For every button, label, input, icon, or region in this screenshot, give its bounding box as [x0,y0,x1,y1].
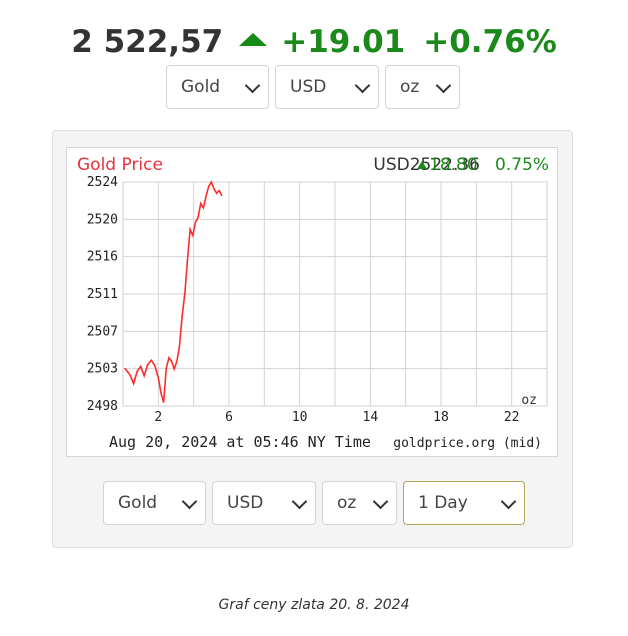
chart-quote-change-percent: 0.75% [495,155,549,175]
chevron-down-icon [354,77,371,94]
chart-currency-select[interactable]: USD [212,481,316,525]
x-tick-label: 18 [433,410,449,425]
chart-unit-label: oz [521,393,537,408]
metal-select-value: Gold [181,77,221,97]
metal-select[interactable]: Gold [166,65,269,109]
chart-quote-price: USD2522.36 [373,155,480,175]
y-tick-label: 2503 [87,362,118,377]
chevron-down-icon [435,77,452,94]
chart-source: goldprice.org (mid) [393,436,542,451]
chart-unit-select[interactable]: oz [322,481,397,525]
y-tick-label: 2524 [87,175,118,190]
chart-period-select-value: 1 Day [418,493,468,513]
chart-metal-select[interactable]: Gold [103,481,206,525]
y-tick-label: 2511 [87,287,118,302]
y-tick-label: 2516 [87,250,118,265]
currency-select[interactable]: USD [275,65,379,109]
chart-period-select[interactable]: 1 Day [403,481,525,525]
unit-select-value: oz [400,77,420,97]
chart-metal-select-value: Gold [118,493,158,513]
chart-up-arrow-icon [417,161,427,169]
up-arrow-icon [239,32,268,46]
y-tick-label: 2498 [87,399,118,414]
y-tick-label: 2520 [87,212,118,227]
x-tick-label: 14 [363,410,379,425]
price-change-percent: +0.76% [423,24,557,60]
x-tick-label: 22 [504,410,520,425]
chevron-down-icon [372,493,389,510]
x-tick-label: 6 [225,410,233,425]
unit-select[interactable]: oz [385,65,460,109]
chart-currency-select-value: USD [227,493,264,513]
price-change: +19.01 [281,24,406,60]
gold-price-chart: 2498 2503 2507 2511 2516 2520 2524 2 6 10 14 18 22 … [66,147,558,457]
chart-title: Gold Price [77,155,163,175]
y-tick-label: 2507 [87,324,118,339]
currency-select-value: USD [290,77,327,97]
chevron-down-icon [291,493,308,510]
chart-unit-select-value: oz [337,493,357,513]
price-headline: 2 522,57 +19.01 +0.76% [0,22,628,62]
price-line [124,180,223,403]
current-price: 2 522,57 [71,24,224,60]
chevron-down-icon [500,493,517,510]
chevron-down-icon [181,493,198,510]
figure-caption: Graf ceny zlata 20. 8. 2024 [218,597,410,613]
chevron-down-icon [244,77,261,94]
x-tick-label: 2 [154,410,162,425]
chart-timestamp: Aug 20, 2024 at 05:46 NY Time [109,433,371,451]
chart-quote-change: 18.80 [429,155,478,175]
x-tick-label: 10 [292,410,308,425]
